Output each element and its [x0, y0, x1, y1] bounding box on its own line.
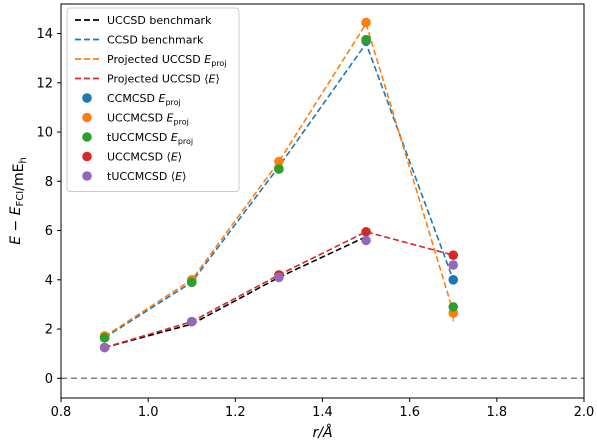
legend-label: tUCCMCSD Eproj — [107, 131, 193, 146]
data-point — [361, 226, 371, 237]
legend-label-text: Projected UCCSD ⟨ — [107, 73, 209, 86]
data-point — [448, 302, 459, 312]
x-tick-label: 0.8 — [51, 405, 72, 420]
legend-label-subscript: proj — [211, 59, 226, 68]
x-tick-label: 2.0 — [574, 405, 595, 420]
legend-label: UCCMCSD Eproj — [107, 112, 189, 127]
y-tick-label: 10 — [36, 126, 53, 141]
y-axis-label-part: E — [8, 236, 24, 245]
y-tick-label: 8 — [45, 175, 53, 190]
legend-label-text: UCCSD benchmark — [107, 14, 212, 27]
data-point — [274, 164, 284, 174]
y-axis-label-part: E — [8, 206, 24, 215]
x-tick-label: 1.4 — [312, 405, 333, 420]
plot-area — [61, 17, 584, 380]
legend-label-symbol: E — [204, 53, 211, 66]
y-axis-label-part: − — [8, 215, 24, 236]
legend-label-symbol: E — [175, 170, 182, 183]
data-point — [186, 316, 197, 327]
y-axis-label-part: /mE — [11, 164, 27, 191]
legend-label-symbol: E — [158, 92, 165, 105]
legend-marker-swatch — [82, 151, 92, 162]
legend-label-subscript: proj — [174, 118, 189, 127]
legend-label-symbol: E — [171, 131, 178, 144]
axes: 0.8 1.0 1.2 1.4 1.6 1.8 2.0 0 2 4 6 8 10 12 14 r/Å E − E… — [8, 3, 595, 441]
legend-label-subscript: proj — [178, 137, 193, 146]
series-line-3 — [104, 230, 454, 349]
data-point — [448, 275, 459, 285]
legend-label-symbol: E — [209, 73, 216, 86]
legend: UCCSD benchmark CCSD benchmark Projected U… — [66, 7, 240, 192]
legend-label-text: UCCMCSD — [107, 112, 167, 125]
data-point — [361, 17, 371, 28]
y-tick-label: 6 — [45, 224, 53, 239]
y-tick-label: 4 — [45, 273, 53, 288]
data-point — [448, 250, 459, 260]
legend-marker-swatch — [82, 171, 92, 181]
legend-label-text: UCCMCSD ⟨ — [107, 151, 171, 164]
legend-label-symbol: E — [171, 151, 178, 164]
y-tick-label: 2 — [45, 323, 53, 338]
legend-label: UCCSD benchmark — [107, 14, 212, 27]
x-tick-label: 1.2 — [225, 405, 246, 420]
data-point — [361, 235, 371, 246]
legend-label-subscript: proj — [165, 98, 180, 107]
legend-label-suffix: ⟩ — [178, 151, 182, 164]
y-axis-label-part: h — [18, 157, 29, 163]
legend-label-suffix: ⟩ — [182, 170, 186, 183]
legend-marker-swatch — [82, 132, 92, 142]
y-axis-label: E − EFCI/mEh — [8, 157, 29, 245]
legend-label-text: Projected UCCSD — [107, 53, 204, 66]
data-point — [99, 332, 110, 343]
data-point — [274, 272, 284, 283]
legend-label: CCSD benchmark — [107, 34, 204, 47]
legend-label-text: tUCCMCSD ⟨ — [107, 170, 175, 183]
series-line-0 — [104, 235, 367, 349]
legend-label-text: tUCCMCSD — [107, 131, 171, 144]
legend-marker-swatch — [82, 112, 92, 123]
data-point — [186, 277, 197, 288]
legend-label: Projected UCCSD ⟨E⟩ — [107, 73, 220, 86]
y-axis-label-part: FCI — [15, 191, 26, 207]
x-tick-label: 1.0 — [138, 405, 159, 420]
x-tick-label: 1.6 — [399, 405, 420, 420]
legend-marker-swatch — [82, 93, 92, 103]
series-line-2 — [104, 21, 455, 338]
y-tick-label: 12 — [36, 76, 53, 91]
legend-label-text: CCMCSD — [107, 92, 158, 105]
legend-label-text: CCSD benchmark — [107, 34, 204, 47]
x-tick-label: 1.8 — [486, 405, 507, 420]
legend-box — [66, 7, 240, 192]
legend-label: Projected UCCSD Eproj — [107, 53, 227, 68]
data-point — [99, 342, 110, 353]
data-point — [448, 260, 459, 270]
legend-label-symbol: E — [167, 112, 174, 125]
legend-label: tUCCMCSD ⟨E⟩ — [107, 170, 186, 183]
legend-label-suffix: ⟩ — [216, 73, 220, 86]
legend-label: CCMCSD Eproj — [107, 92, 181, 107]
y-tick-label: 14 — [36, 27, 53, 42]
legend-label: UCCMCSD ⟨E⟩ — [107, 151, 182, 164]
data-point — [361, 34, 371, 45]
y-tick-label: 0 — [45, 372, 53, 387]
x-axis-label: r/Å — [312, 424, 332, 441]
data-point — [274, 156, 284, 167]
